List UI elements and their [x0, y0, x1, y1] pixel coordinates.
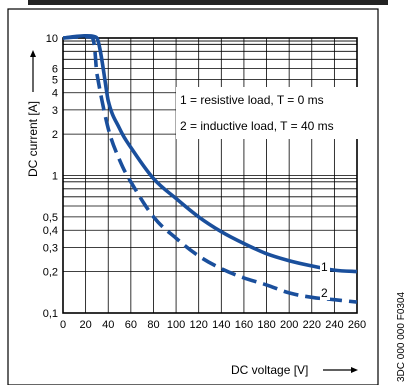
y-tick-label: 6 — [52, 64, 58, 76]
x-tick-label: 60 — [125, 319, 137, 331]
y-tick-label: 4 — [52, 88, 58, 100]
plot-border — [62, 37, 358, 314]
series-label-2-bg — [320, 286, 330, 300]
y-axis-title: DC current [A] — [26, 101, 40, 177]
y-axis-arrow-icon — [30, 50, 36, 57]
series-line-2 — [62, 34, 358, 304]
legend-entry-2: 2 = inductive load, T = 40 ms — [180, 119, 334, 133]
legend-entry-1: 1 = resistive load, T = 0 ms — [180, 93, 324, 107]
x-tick-label: 0 — [60, 319, 66, 331]
x-axis-title: DC voltage [V] — [231, 363, 308, 377]
x-axis-title-group: DC voltage [V] — [231, 363, 358, 377]
x-tick-label: 200 — [280, 319, 298, 331]
y-tick-label: 3 — [52, 105, 58, 117]
x-tick-label: 240 — [325, 319, 343, 331]
y-tick-label: 1 — [52, 171, 58, 183]
series — [62, 34, 358, 304]
y-tick-label: 0,1 — [43, 308, 58, 320]
x-axis-arrow-icon — [351, 367, 358, 373]
x-tick-label: 120 — [190, 319, 208, 331]
series-label-1: 1 — [321, 260, 328, 274]
legend-box — [176, 87, 359, 139]
x-tick-label: 260 — [348, 319, 366, 331]
x-tick-label: 40 — [102, 319, 114, 331]
side-code: 3DC 000 000 F0304 — [396, 291, 407, 382]
series-label-2: 2 — [321, 286, 328, 300]
x-tick-label: 20 — [79, 319, 91, 331]
series-line-1 — [62, 34, 358, 274]
y-tick-label: 0,3 — [43, 242, 58, 254]
header-fragment — [28, 0, 388, 5]
y-tick-label: 5 — [52, 74, 58, 86]
x-tick-label: 180 — [257, 319, 275, 331]
x-tick-label: 160 — [235, 319, 253, 331]
y-tick-label: 0,5 — [43, 212, 58, 224]
x-tick-label: 220 — [303, 319, 321, 331]
x-tick-label: 80 — [147, 319, 159, 331]
x-tick-labels: 0 20 40 60 80 100 120 140 160 180 200 220 240 260 — [60, 319, 366, 331]
grid — [62, 38, 358, 314]
y-axis-title-group: DC current [A] — [26, 50, 40, 177]
y-tick-label: 0,4 — [43, 225, 58, 237]
y-tick-label: 0,2 — [43, 267, 58, 279]
x-tick-label: 100 — [167, 319, 185, 331]
y-tick-label: 10 — [46, 33, 58, 45]
series-label-1-bg — [320, 260, 330, 274]
y-tick-labels: 10 65 4 3 2 1 0,50,4 0,3 0,2 0,1 — [43, 33, 58, 320]
x-tick-label: 140 — [212, 319, 230, 331]
y-tick-label: 2 — [52, 129, 58, 141]
